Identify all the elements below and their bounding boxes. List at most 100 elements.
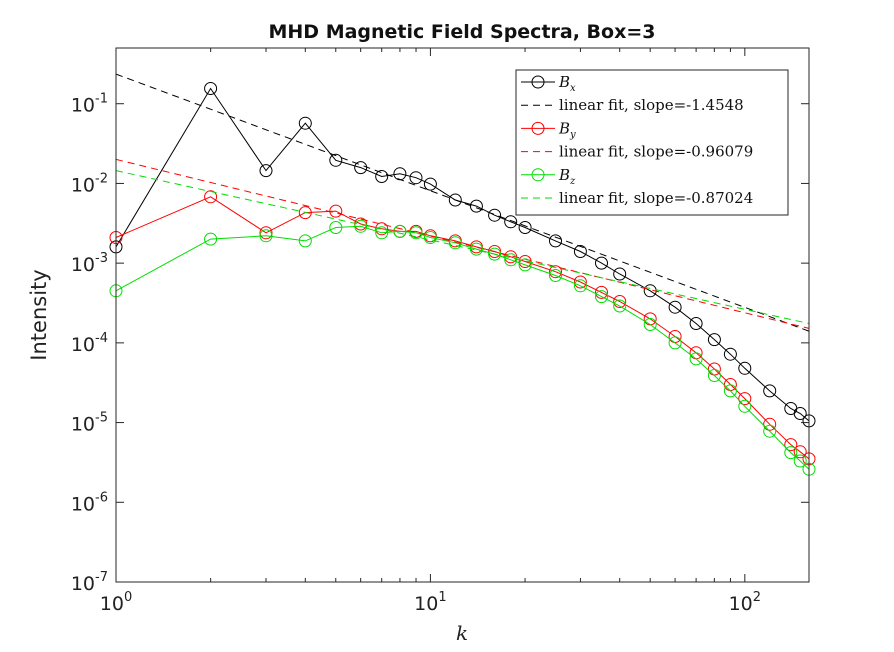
data-point	[488, 247, 502, 261]
data-point	[613, 299, 627, 313]
data-point	[298, 116, 312, 130]
data-point	[707, 369, 721, 382]
x-tick-label-base: 10	[414, 593, 438, 615]
legend-label-main: B	[558, 73, 570, 91]
data-point	[409, 226, 423, 240]
data-point	[298, 234, 312, 248]
series-5	[115, 170, 810, 324]
y-tick-label-base: 10	[71, 254, 95, 276]
data-point	[668, 336, 682, 350]
y-tick-label-base: 10	[71, 573, 95, 595]
y-tick-label: 10-2	[71, 171, 108, 196]
y-tick-label-exp: -2	[95, 171, 108, 186]
y-tick-label-exp: -7	[95, 570, 108, 585]
series-0	[109, 82, 816, 428]
legend-entry-4: Bz	[521, 166, 576, 187]
x-tick-label-exp: 0	[124, 590, 132, 605]
series-4	[109, 219, 816, 476]
legend-label: Bz	[558, 166, 576, 187]
data-point	[329, 221, 343, 234]
data-point	[375, 226, 389, 240]
data-point	[448, 236, 462, 250]
legend-label-sub: x	[570, 83, 576, 94]
x-tick-label: 102	[729, 590, 761, 615]
legend: Bx linear fit, slope=-1.4548 By linear fit,…	[515, 69, 789, 216]
data-point	[643, 318, 657, 331]
legend-swatch-marker	[531, 75, 545, 89]
series-line	[115, 87, 810, 422]
data-point	[793, 454, 807, 468]
data-point	[518, 221, 532, 234]
y-tick-label-exp: -5	[95, 411, 108, 426]
data-point	[595, 290, 608, 304]
legend-swatch-marker	[531, 121, 545, 135]
plot-frame	[115, 47, 810, 583]
fit-line	[115, 170, 810, 324]
data-point	[689, 317, 703, 330]
series-3	[115, 158, 810, 329]
data-point	[504, 215, 518, 229]
data-point	[549, 234, 562, 248]
legend-entry-3: linear fit, slope=-0.96079	[521, 143, 753, 161]
x-tick-label-base: 10	[729, 593, 753, 615]
x-tick-label-exp: 1	[438, 590, 446, 605]
series-1	[115, 73, 810, 332]
data-point	[393, 224, 407, 238]
legend-entry-5: linear fit, slope=-0.87024	[521, 189, 753, 207]
x-tick-label-exp: 2	[753, 590, 761, 605]
series-line	[115, 225, 810, 470]
y-tick-label: 10-1	[71, 92, 108, 117]
series-2	[109, 190, 816, 466]
data-point	[448, 193, 462, 207]
data-point	[784, 438, 798, 452]
y-tick-label-base: 10	[71, 493, 95, 515]
data-point	[738, 392, 752, 406]
data-point	[329, 153, 343, 167]
data-point	[573, 279, 587, 293]
data-point	[723, 347, 737, 361]
chart-title: MHD Magnetic Field Spectra, Box=3	[269, 21, 656, 43]
fit-line	[115, 73, 810, 332]
data-point	[613, 267, 627, 281]
legend-label-main: B	[558, 166, 570, 184]
x-axis-label: k	[456, 621, 468, 645]
x-tick-label: 100	[100, 590, 132, 615]
data-point	[504, 253, 518, 267]
legend-entry-0: Bx	[521, 73, 576, 94]
data-point	[423, 177, 437, 191]
data-point	[375, 222, 389, 236]
data-point	[488, 208, 502, 222]
y-tick-label: 10-5	[71, 411, 108, 436]
y-tick-label-base: 10	[71, 174, 95, 196]
y-tick-label: 10-7	[71, 570, 108, 595]
data-point	[723, 384, 737, 398]
data-point	[298, 206, 312, 220]
data-point	[793, 445, 807, 459]
data-point	[204, 190, 218, 204]
data-point	[259, 229, 273, 243]
y-tick-label-base: 10	[71, 334, 95, 356]
legend-entry-1: linear fit, slope=-1.4548	[521, 96, 744, 114]
data-point	[573, 275, 587, 289]
data-point	[488, 245, 502, 258]
data-point	[763, 417, 777, 431]
legend-swatch-marker	[531, 168, 545, 182]
data-point	[259, 164, 273, 178]
legend-label: By	[558, 119, 576, 140]
data-point	[707, 333, 721, 347]
legend-label-sub: z	[569, 176, 576, 187]
data-point	[423, 231, 437, 244]
series-line	[115, 196, 810, 460]
legend-label: linear fit, slope=-0.87024	[559, 189, 753, 207]
data-point	[613, 295, 627, 308]
data-point	[204, 232, 218, 246]
legend-label: Bx	[558, 73, 576, 94]
data-point	[595, 256, 608, 270]
y-axis-label: Intensity	[27, 269, 51, 360]
y-tick-label-exp: -6	[95, 490, 108, 505]
y-tick-label-exp: -4	[95, 331, 108, 346]
y-tick-label-base: 10	[71, 414, 95, 436]
data-point	[573, 245, 587, 258]
